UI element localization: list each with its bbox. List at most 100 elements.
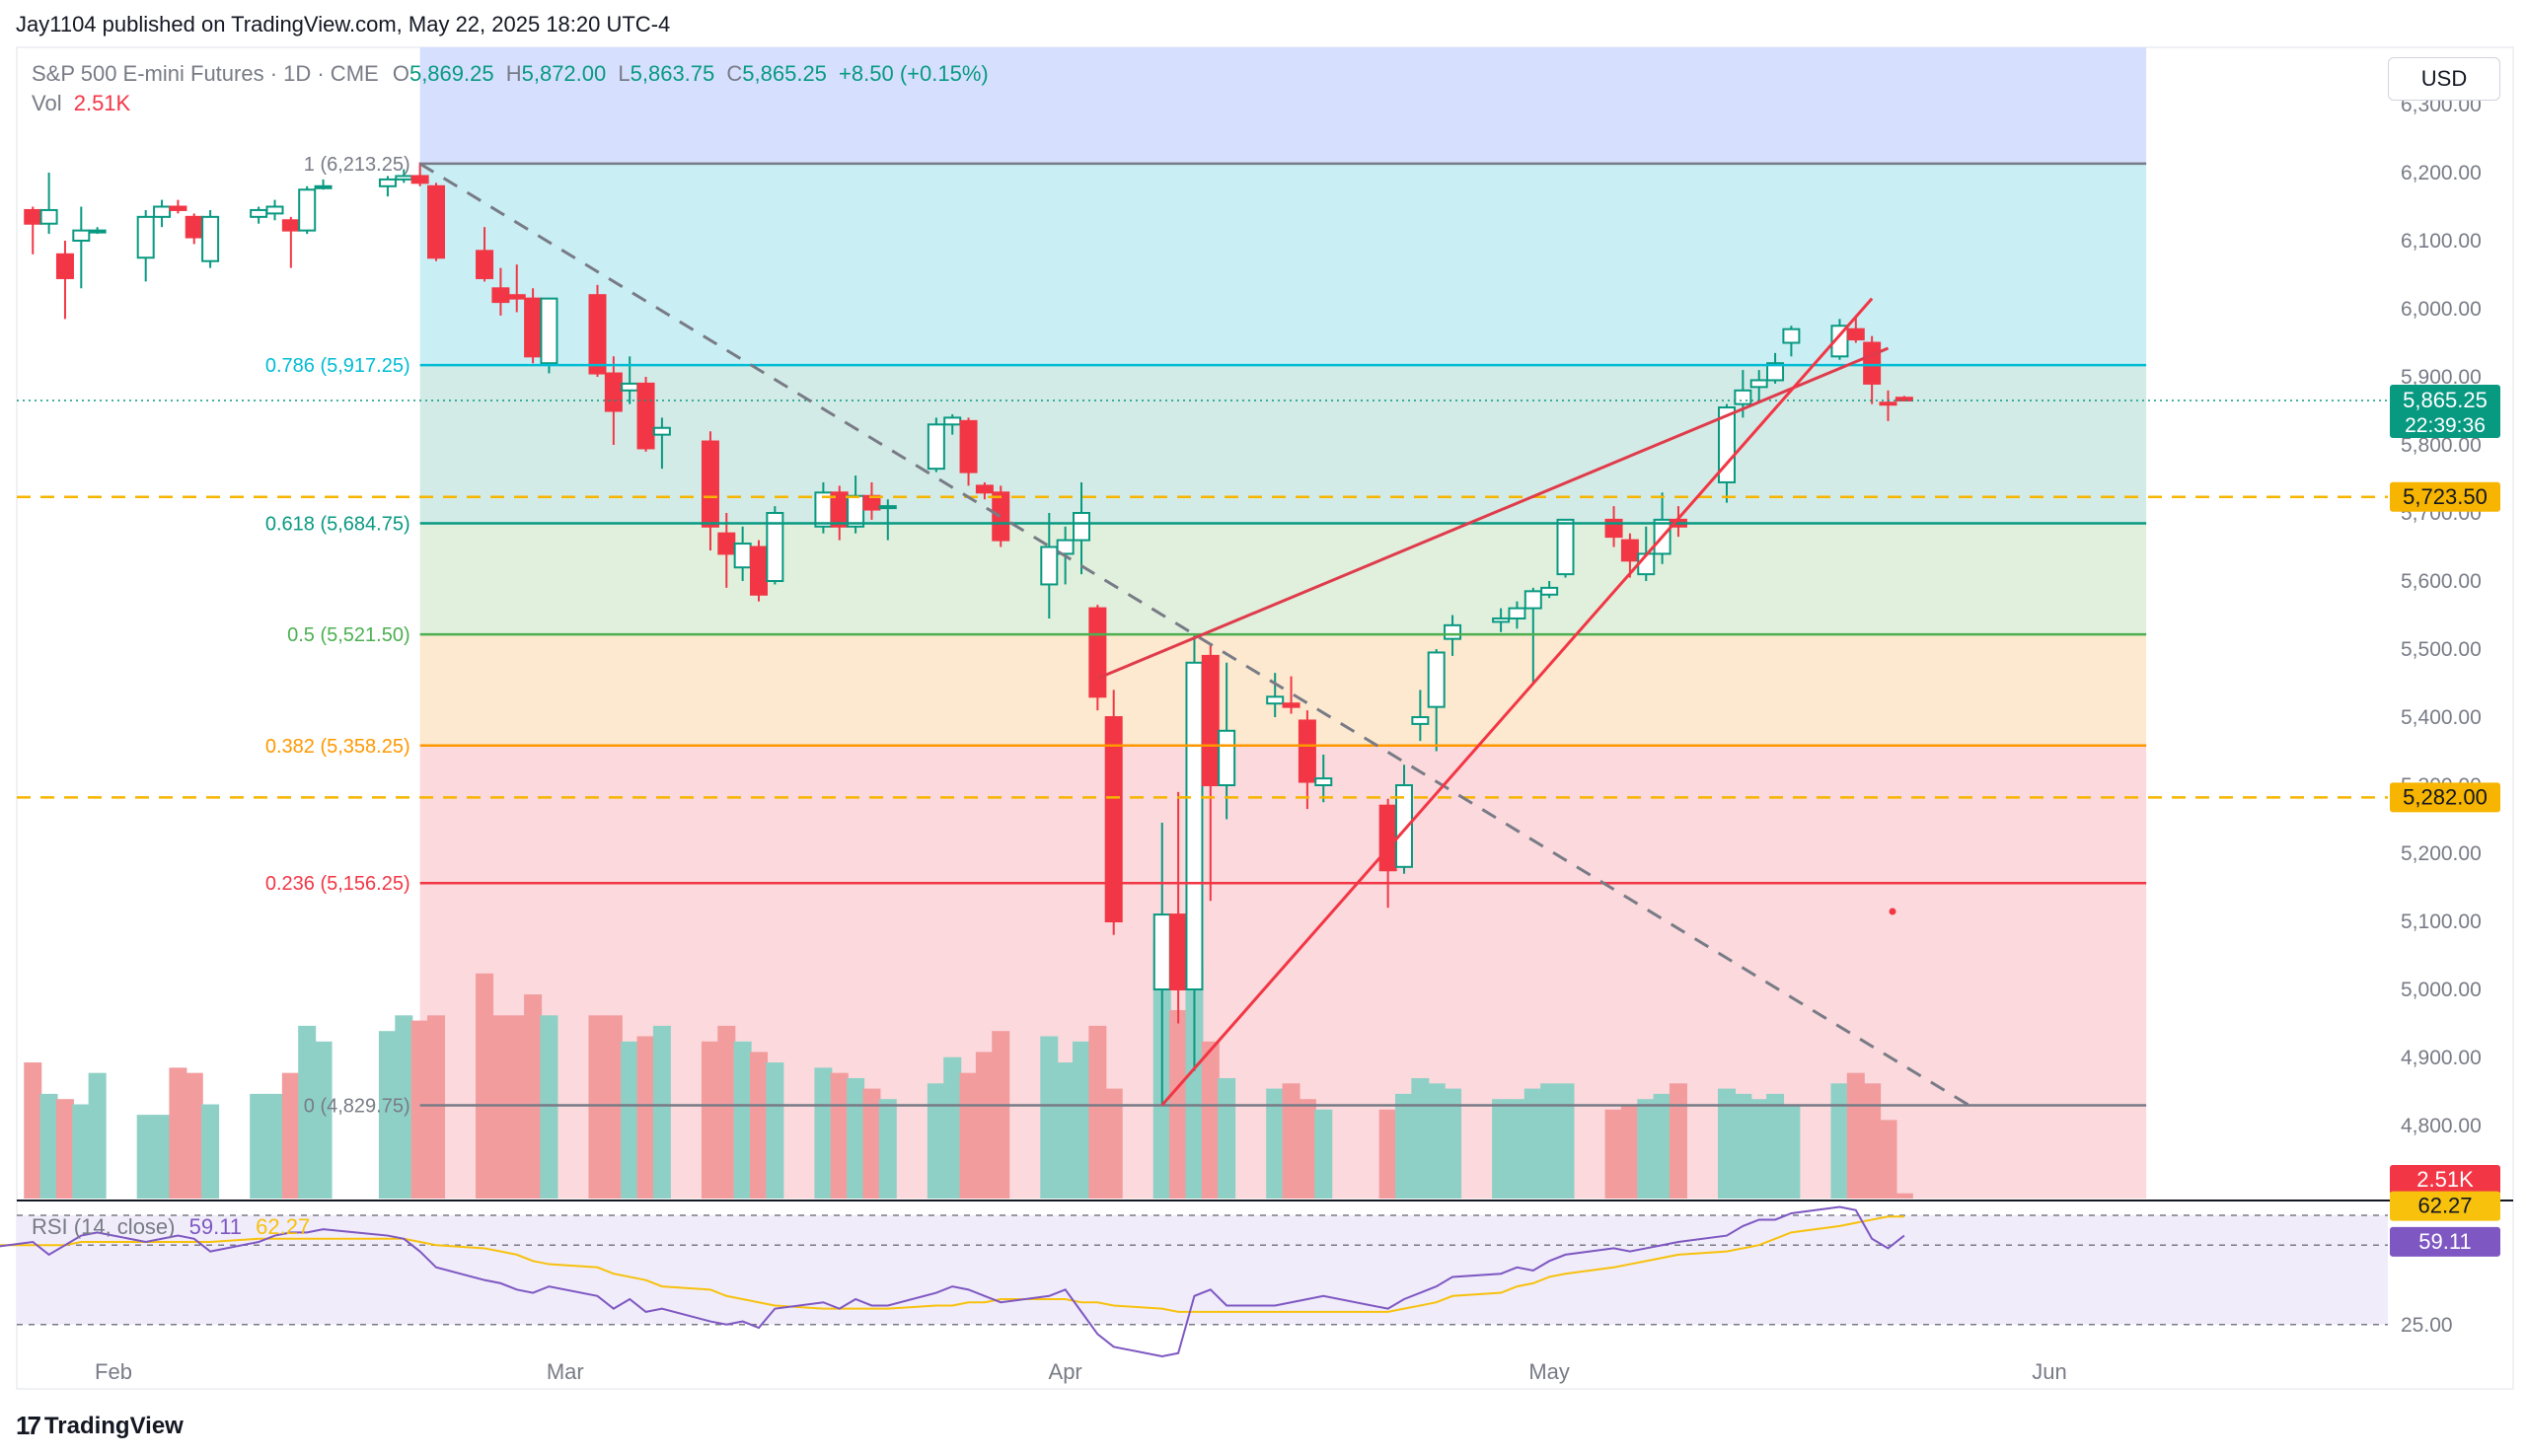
candle[interactable] (1492, 608, 1511, 632)
candle-body (1201, 654, 1220, 787)
candle[interactable] (604, 356, 623, 445)
candle[interactable] (1088, 605, 1107, 711)
candle[interactable] (1604, 506, 1623, 547)
candle[interactable] (136, 209, 155, 282)
candle[interactable] (298, 185, 317, 235)
candle[interactable] (830, 485, 849, 541)
candle[interactable] (314, 179, 333, 190)
candle[interactable] (1620, 533, 1639, 578)
candle-body (88, 229, 107, 234)
candle-body (1088, 607, 1107, 698)
candle[interactable] (766, 506, 784, 585)
volume-bar (830, 1072, 849, 1199)
candle-body (1056, 539, 1075, 555)
candle[interactable] (1508, 601, 1526, 629)
candle[interactable] (959, 417, 978, 486)
volume-tag-text: 2.51K (2416, 1167, 2474, 1192)
trendline[interactable] (1096, 346, 1890, 681)
candle[interactable] (250, 206, 268, 224)
candle[interactable] (1846, 315, 1865, 343)
candle[interactable] (169, 199, 187, 214)
candle[interactable] (927, 417, 945, 473)
candle[interactable] (1073, 481, 1090, 575)
candle[interactable] (88, 227, 107, 235)
candle[interactable] (992, 485, 1010, 547)
candle[interactable] (1040, 513, 1059, 619)
candle[interactable] (1427, 649, 1446, 752)
candle-body (1523, 590, 1542, 610)
candle[interactable] (750, 540, 768, 602)
candle-body (1427, 651, 1446, 708)
candle-body (1282, 702, 1300, 708)
candle[interactable] (701, 431, 719, 550)
candle[interactable] (1282, 676, 1300, 714)
candle[interactable] (476, 227, 494, 282)
rsi-line[interactable] (0, 1205, 1905, 1358)
candle[interactable] (524, 288, 543, 364)
candle[interactable] (1201, 645, 1220, 902)
candle[interactable] (1104, 690, 1123, 935)
candle[interactable] (201, 209, 220, 268)
volume-bar (733, 1041, 752, 1199)
candle[interactable] (24, 206, 42, 255)
rsi-ma-line[interactable] (0, 1215, 1904, 1313)
candle[interactable] (1782, 326, 1801, 357)
candle-body (24, 208, 42, 225)
candle-body (185, 215, 203, 239)
candle[interactable] (975, 481, 994, 500)
candle[interactable] (427, 182, 445, 261)
volume-bar (1298, 1099, 1316, 1199)
candle[interactable] (1314, 754, 1333, 803)
candle[interactable] (39, 173, 58, 235)
candle[interactable] (1395, 764, 1413, 874)
candle-body (298, 188, 317, 232)
volume-tag-bg (2390, 1165, 2500, 1195)
candle[interactable] (265, 199, 284, 221)
candle[interactable] (1266, 673, 1285, 717)
candle[interactable] (1540, 581, 1559, 599)
currency-button[interactable]: USD (2388, 57, 2500, 101)
rsi-background (17, 1215, 2388, 1325)
volume-bar (314, 1041, 333, 1199)
countdown-text: 22:39:36 (2405, 414, 2486, 437)
candle[interactable] (1298, 710, 1316, 810)
volume-bar (476, 973, 494, 1199)
tradingview-brand[interactable]: 17 TradingView (16, 1411, 184, 1441)
candle[interactable] (1718, 403, 1736, 503)
candle[interactable] (652, 417, 671, 470)
candle[interactable] (733, 526, 752, 581)
candle[interactable] (378, 176, 397, 197)
candle[interactable] (588, 284, 607, 377)
candle[interactable] (72, 206, 91, 289)
candle[interactable] (507, 264, 526, 313)
candle[interactable] (281, 216, 300, 268)
volume-bar (265, 1093, 284, 1199)
candle[interactable] (1879, 390, 1897, 421)
fib-level-label: 0 (4,829.75) (304, 1095, 410, 1117)
candle[interactable] (55, 241, 74, 320)
candle[interactable] (1894, 396, 1913, 402)
candle[interactable] (1766, 352, 1785, 384)
open-value: 5,869.25 (409, 61, 494, 86)
time-axis-tick: Apr (1049, 1359, 1082, 1384)
trendline[interactable] (1160, 297, 1874, 1107)
candle[interactable] (153, 199, 172, 228)
candle[interactable] (185, 213, 203, 245)
volume-bar (298, 1025, 317, 1199)
candle-body (717, 532, 736, 555)
candle[interactable] (878, 499, 897, 541)
candle-body (169, 205, 187, 211)
candle[interactable] (1749, 370, 1768, 401)
volume-bar (39, 1093, 58, 1199)
candle[interactable] (410, 162, 429, 186)
candle-body (1718, 406, 1736, 483)
candle[interactable] (862, 481, 881, 520)
candle[interactable] (540, 297, 558, 374)
candle[interactable] (1411, 690, 1430, 742)
candle[interactable] (636, 377, 655, 452)
candle[interactable] (1830, 319, 1849, 360)
candle[interactable] (717, 513, 736, 588)
candle[interactable] (1556, 518, 1575, 578)
